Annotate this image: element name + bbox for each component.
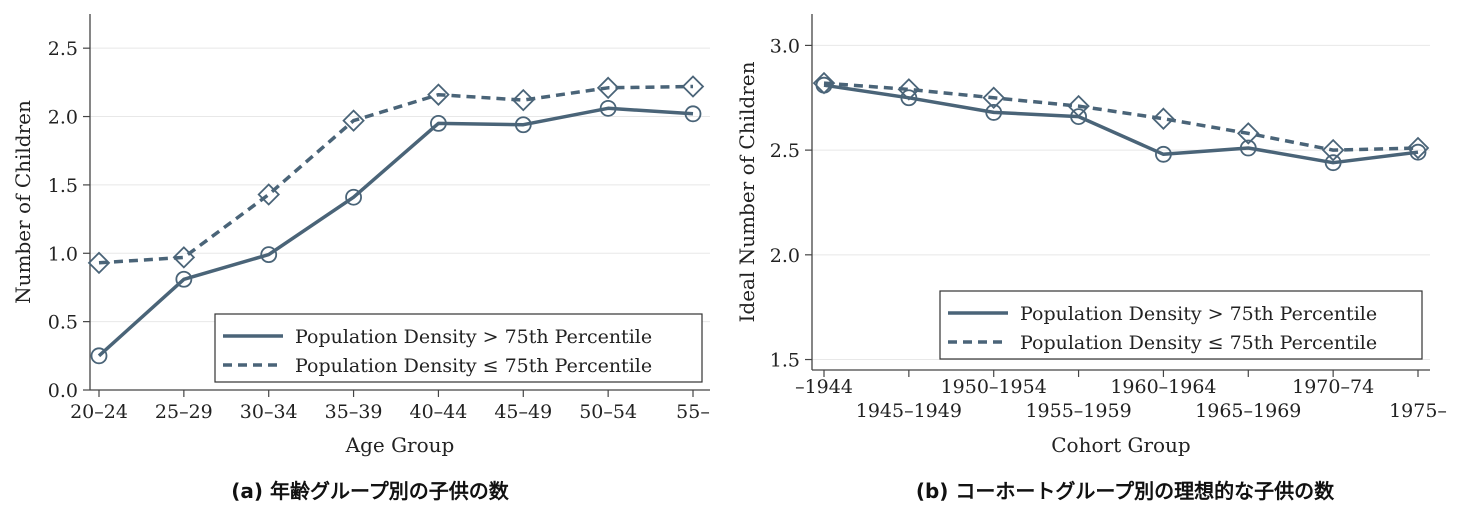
data-point-circle (1409, 143, 1427, 161)
data-point-circle (1324, 154, 1342, 172)
data-point-circle (90, 347, 108, 365)
y-tick-label: 1.0 (48, 243, 78, 265)
y-axis-title: Number of Children (11, 100, 35, 304)
legend: Population Density > 75th Percentile Popu… (214, 313, 703, 383)
data-point-diamond (1237, 122, 1260, 145)
y-tick-label: 1.5 (770, 350, 800, 372)
data-point-diamond (427, 83, 450, 106)
y-tick-label: 2.0 (48, 107, 78, 129)
data-point-circle (514, 116, 532, 134)
data-point-diamond (596, 76, 620, 100)
data-point-circle (599, 99, 617, 117)
data-point-diamond (897, 78, 921, 101)
data-point-circle (684, 105, 702, 123)
data-point-circle (175, 270, 193, 288)
x-tick-label: –1944 (795, 376, 853, 398)
data-point-diamond (512, 88, 535, 112)
legend-label: Population Density > 75th Percentile (295, 326, 652, 348)
y-tick-label: 2.5 (770, 140, 800, 162)
data-point-diamond (172, 246, 196, 269)
y-tick-label: 2.0 (770, 245, 800, 267)
y-tick-label: 0.5 (48, 312, 78, 334)
data-point-diamond (87, 251, 111, 275)
data-point-diamond (812, 71, 836, 95)
x-tick-label: 1975– (1389, 400, 1447, 422)
y-tick-label: 2.5 (48, 38, 78, 60)
data-point-diamond (1321, 138, 1345, 162)
x-tick-label: 1950–1954 (941, 376, 1047, 398)
series-line-le-75th (823, 81, 1419, 152)
x-tick-label: 35–39 (325, 401, 383, 423)
x-tick-label: 1955–1959 (1025, 400, 1131, 422)
panel-caption: (b) コーホートグループ別の理想的な子供の数 (916, 479, 1335, 503)
legend-label: Population Density > 75th Percentile (1020, 303, 1377, 325)
legend-label: Population Density ≤ 75th Percentile (295, 355, 652, 377)
data-point-circle (1239, 139, 1257, 157)
data-point-diamond (342, 109, 365, 132)
data-point-circle (1155, 145, 1172, 163)
x-tick-label: 1960–1964 (1110, 376, 1216, 398)
data-point-circle (345, 188, 362, 206)
data-point-diamond (1152, 107, 1175, 130)
data-point-circle (260, 246, 278, 264)
x-axis-title: Age Group (345, 433, 455, 457)
data-point-circle (430, 114, 447, 132)
data-point-circle (1070, 108, 1087, 126)
data-point-diamond (1406, 136, 1430, 160)
legend-box (214, 313, 703, 383)
y-axis-title: Ideal Number of Children (735, 61, 759, 322)
chart-panel-b: 1.5 2.0 2.5 3.0 –19441945–19491950–19541955–… (735, 14, 1447, 503)
data-point-diamond (257, 183, 280, 206)
data-point-diamond (681, 75, 705, 98)
legend: Population Density > 75th Percentile Popu… (939, 290, 1423, 360)
legend-box (939, 290, 1423, 360)
data-point-diamond (1067, 94, 1090, 118)
series-line-gt-75th (97, 106, 694, 358)
data-point-circle (985, 104, 1003, 121)
series-line-le-75th (98, 84, 694, 265)
series-line-gt-75th (823, 83, 1419, 165)
x-tick-label: 25–29 (155, 401, 213, 423)
x-tick-label: 20–24 (70, 401, 128, 423)
y-tick-label: 3.0 (770, 35, 800, 57)
y-tick-label: 1.5 (48, 175, 78, 197)
x-tick-label: 1965–1969 (1195, 400, 1301, 422)
x-tick-label: 1970–74 (1292, 376, 1374, 398)
chart-panel-a: 0.0 0.5 1.0 1.5 2.0 2.5 20–24 25–29 30–34 35–39 40… (11, 14, 710, 503)
x-tick-label: 55– (676, 401, 710, 423)
y-tick-label: 0.0 (48, 380, 78, 402)
legend-label: Population Density ≤ 75th Percentile (1020, 332, 1377, 354)
x-tick-label: 50–54 (579, 401, 637, 423)
x-axis-title: Cohort Group (1051, 433, 1190, 457)
panel-caption: (a) 年齢グループ別の子供の数 (231, 479, 510, 503)
x-tick-label: 30–34 (240, 401, 298, 423)
x-tick-label: 1945–1949 (856, 400, 962, 422)
data-point-circle (900, 89, 918, 107)
x-tick-label: 45–49 (494, 401, 552, 423)
x-tick-label: 40–44 (409, 401, 467, 423)
data-point-diamond (982, 86, 1005, 110)
